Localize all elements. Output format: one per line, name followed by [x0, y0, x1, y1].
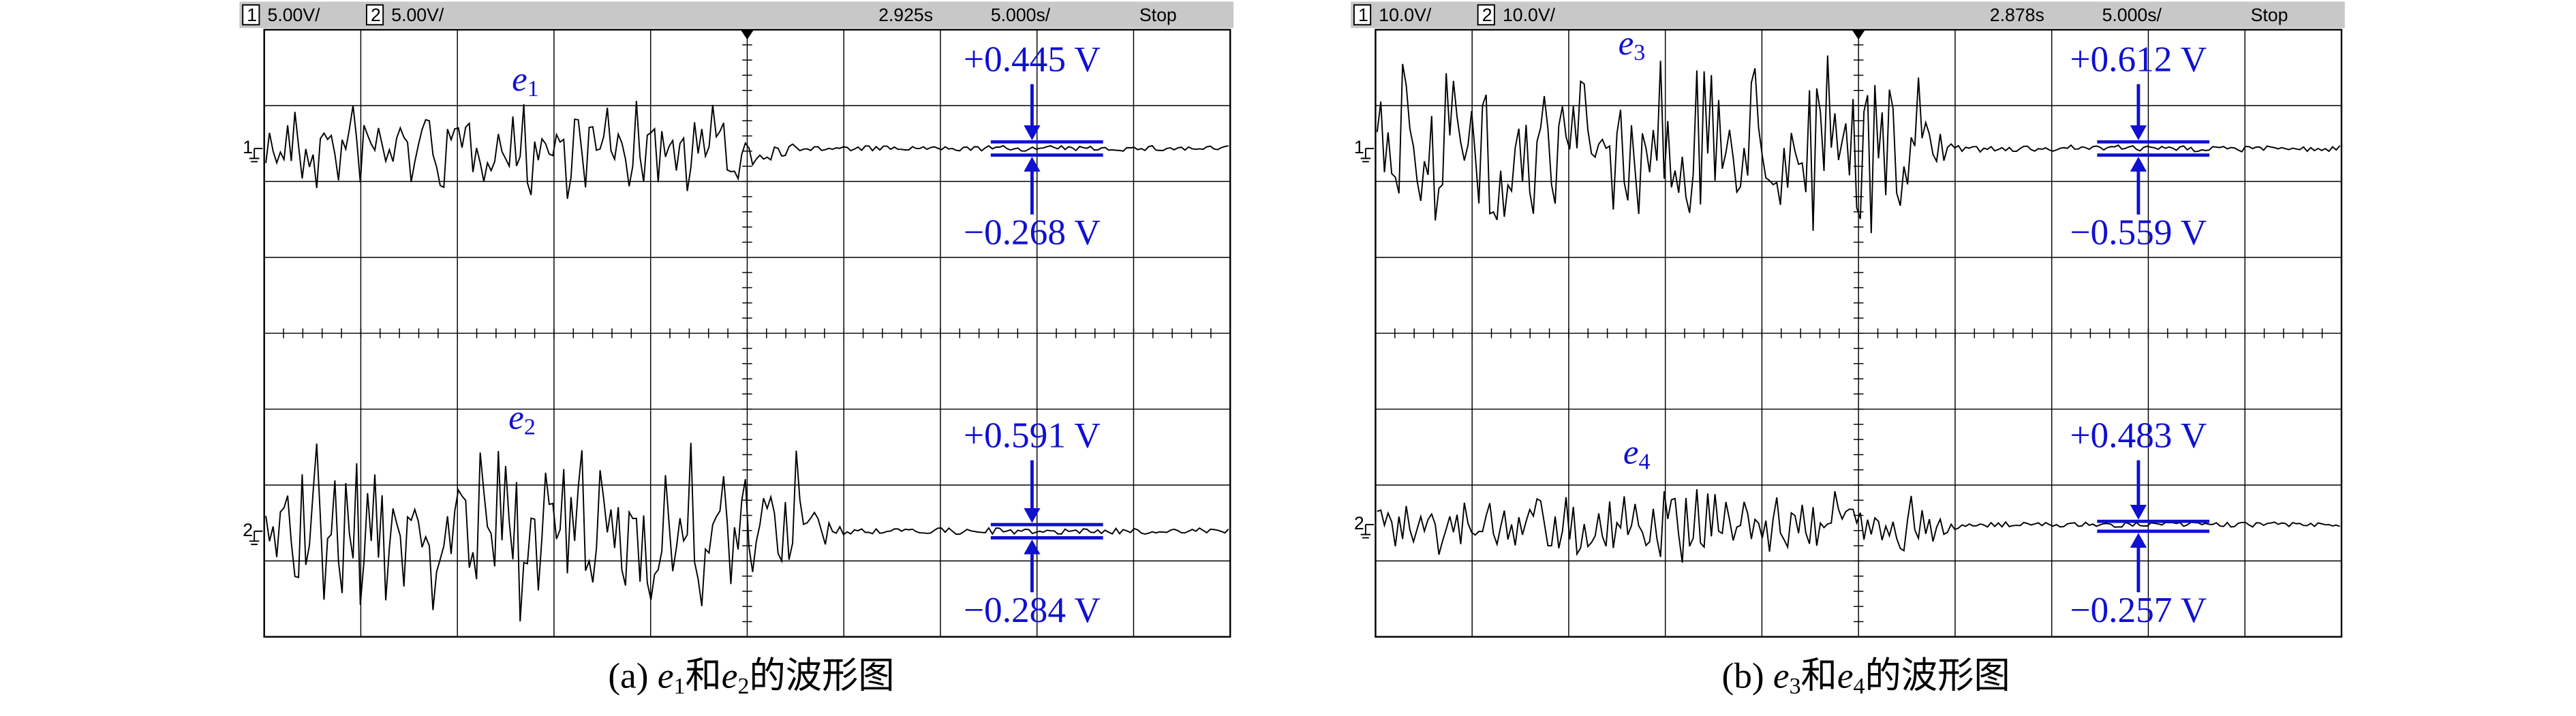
signal-name: e [1619, 24, 1634, 62]
channel-box [1477, 4, 1495, 26]
channel-scale: 5.00V/ [268, 5, 321, 25]
channel-scale: 10.0V/ [1503, 5, 1556, 25]
signal-subscript: 4 [1638, 449, 1650, 474]
caption-prefix: (b) [1721, 656, 1773, 696]
trigger-marker [740, 29, 754, 40]
ground-symbol [1360, 524, 1374, 539]
time-position: 2.925s [878, 5, 933, 25]
signal-subscript: 2 [524, 414, 536, 439]
max-annotation: +0.445 V [964, 39, 1101, 79]
waveform [1376, 55, 2341, 234]
min-annotation: −0.284 V [964, 590, 1101, 630]
header-bar [1351, 1, 2345, 29]
max-annotation: +0.483 V [2070, 415, 2207, 455]
arrow-head [1024, 125, 1041, 140]
channel-box [365, 4, 384, 26]
run-status: Stop [1139, 5, 1177, 25]
channel-number: 1 [1358, 5, 1368, 25]
arrow-head [1024, 508, 1041, 523]
caption-var: e [722, 656, 738, 696]
caption-and: 和 [685, 656, 721, 696]
arrow-head [2130, 505, 2147, 520]
waveform [265, 101, 1229, 199]
signal-label: e2 [508, 399, 536, 439]
arrow-head [2130, 125, 2147, 140]
ground-symbol [1360, 147, 1374, 163]
scope-panel: 1 5.00V/2 5.00V/2.925s 5.000s/Stop1e1+0.445… [239, 1, 1234, 638]
signal-name: e [1623, 433, 1639, 471]
header-bar [239, 1, 1234, 29]
channel-marker: 1 [1354, 137, 1364, 157]
channel-scale: 5.00V/ [391, 5, 444, 25]
caption-var: e [1773, 656, 1790, 696]
arrow-head [1024, 539, 1041, 555]
signal-label: e1 [512, 61, 539, 102]
max-annotation: +0.612 V [2070, 39, 2207, 79]
timebase: 5.000s/ [991, 5, 1051, 25]
channel-number: 2 [371, 5, 381, 25]
signal-subscript: 3 [1634, 40, 1645, 65]
ground-symbol [249, 530, 263, 546]
caption-prefix: (a) [608, 656, 657, 696]
arrow-head [2130, 533, 2147, 548]
min-annotation: −0.268 V [964, 213, 1101, 253]
channel-number: 1 [247, 5, 257, 25]
caption-suffix: 的波形图 [749, 656, 894, 696]
channel-marker: 2 [1354, 513, 1364, 533]
arrow-head [1024, 157, 1041, 172]
min-annotation: −0.559 V [2070, 213, 2207, 253]
signal-label: e3 [1619, 24, 1646, 65]
trigger-marker [1852, 29, 1865, 40]
min-annotation: −0.257 V [2070, 590, 2207, 630]
caption-and: 和 [1801, 656, 1837, 696]
caption: (a) e1和e2的波形图 [608, 656, 894, 699]
signal-label: e4 [1623, 433, 1651, 474]
waveform [265, 442, 1229, 622]
caption-sub: 4 [1854, 674, 1865, 699]
caption-var: e [1837, 656, 1854, 696]
channel-marker: 1 [243, 137, 253, 157]
timebase: 5.000s/ [2102, 5, 2162, 25]
caption-sub: 1 [674, 674, 686, 699]
signal-name: e [508, 399, 524, 437]
time-position: 2.878s [1990, 5, 2044, 25]
run-status: Stop [2251, 5, 2288, 25]
caption-sub: 3 [1790, 674, 1801, 699]
caption-sub: 2 [737, 674, 749, 699]
channel-box [1353, 4, 1372, 26]
caption-suffix: 的波形图 [1865, 656, 2010, 696]
channel-marker: 2 [243, 520, 253, 540]
caption: (b) e3和e4的波形图 [1721, 656, 2010, 699]
arrow-head [2130, 157, 2147, 172]
signal-subscript: 1 [527, 76, 539, 102]
channel-scale: 10.0V/ [1379, 5, 1432, 25]
ground-symbol [249, 147, 263, 163]
signal-name: e [512, 61, 527, 99]
channel-number: 2 [1482, 5, 1492, 25]
channel-box [242, 4, 260, 26]
caption-var: e [658, 656, 674, 696]
max-annotation: +0.591 V [964, 415, 1101, 455]
